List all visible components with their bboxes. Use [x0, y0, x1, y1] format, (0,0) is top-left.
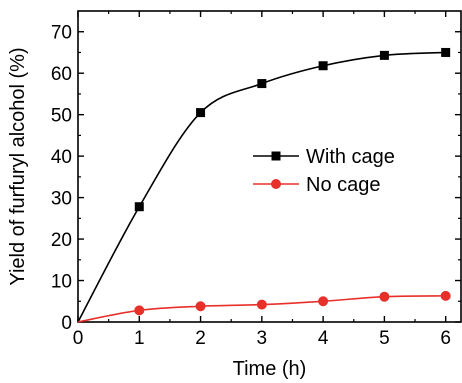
x-tick-label-4: 4 — [318, 328, 329, 349]
y-tick-label-70: 70 — [51, 23, 72, 44]
y-tick-label-0: 0 — [61, 313, 72, 334]
y-tick-label-30: 30 — [51, 189, 72, 210]
series-0-point-3 — [257, 79, 267, 89]
series-1-point-3 — [256, 299, 267, 310]
y-tick-label-40: 40 — [51, 147, 72, 168]
y-tick-label-50: 50 — [51, 106, 72, 127]
series-0-point-4 — [318, 61, 328, 71]
series-0-point-5 — [379, 50, 389, 60]
series — [77, 47, 451, 323]
axes — [77, 10, 462, 323]
series-0-point-6 — [441, 47, 451, 57]
y-tick-label-20: 20 — [51, 230, 72, 251]
series-line-0 — [77, 51, 446, 323]
y-tick-label-60: 60 — [51, 64, 72, 85]
legend-marker-0 — [271, 151, 281, 161]
series-1-point-2 — [195, 301, 206, 312]
series-1-point-4 — [318, 296, 329, 307]
x-tick-label-6: 6 — [440, 328, 451, 349]
x-axis-label: Time (h) — [233, 358, 307, 380]
legend: With cage No cage — [253, 146, 395, 196]
x-tick-label-1: 1 — [134, 328, 145, 349]
legend-label-0: With cage — [306, 146, 395, 168]
legend-label-1: No cage — [306, 174, 381, 196]
legend-marker-1 — [271, 179, 281, 189]
plot-frame — [77, 10, 462, 323]
series-1-point-5 — [379, 291, 390, 302]
series-1-point-6 — [440, 290, 451, 301]
y-tick-label-10: 10 — [51, 272, 72, 293]
series-1-point-1 — [134, 305, 145, 316]
series-0-point-2 — [196, 108, 206, 118]
x-tick-label-5: 5 — [379, 328, 390, 349]
series-0-point-1 — [134, 202, 144, 212]
y-axis-label: Yield of furfuryl alcohol (%) — [7, 47, 29, 285]
x-tick-label-2: 2 — [195, 328, 206, 349]
x-tick-label-0: 0 — [73, 328, 84, 349]
x-tick-label-3: 3 — [257, 328, 268, 349]
